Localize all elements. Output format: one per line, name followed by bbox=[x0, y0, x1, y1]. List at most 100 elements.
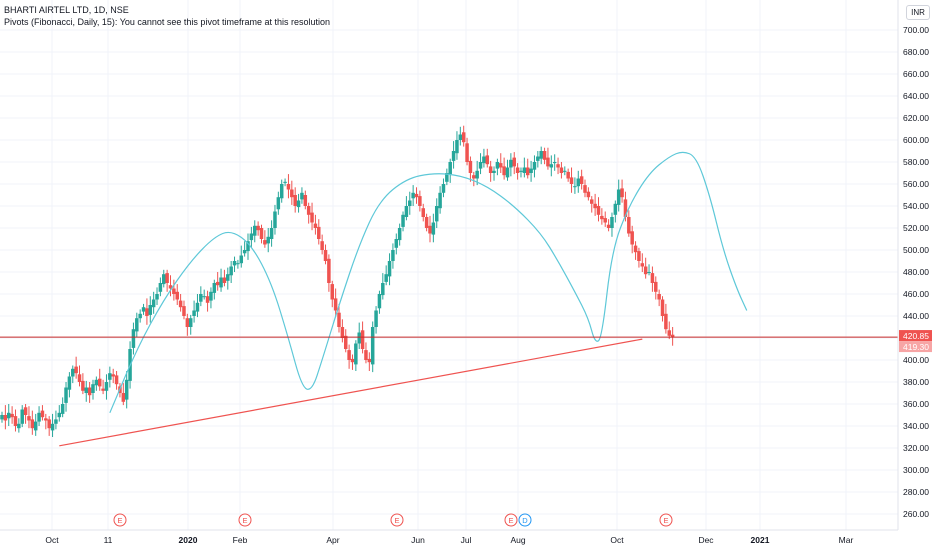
candle-body bbox=[637, 251, 641, 261]
candle bbox=[421, 203, 425, 222]
candle-body bbox=[57, 412, 62, 418]
price-label-text: 419.30 bbox=[903, 342, 929, 352]
candle bbox=[256, 221, 260, 236]
candle-body bbox=[448, 162, 452, 175]
time-tick-label: Feb bbox=[233, 535, 248, 545]
candle-body bbox=[242, 250, 247, 254]
earnings-marker[interactable]: E bbox=[390, 513, 404, 527]
price-tick-label: 680.00 bbox=[903, 47, 929, 57]
candle-body bbox=[81, 380, 85, 391]
candle-body bbox=[603, 218, 607, 223]
candle bbox=[525, 158, 530, 179]
event-circle bbox=[113, 513, 127, 527]
candle-body bbox=[104, 382, 109, 391]
candle bbox=[367, 352, 372, 371]
candle-body bbox=[182, 306, 186, 316]
candle-body bbox=[239, 255, 244, 264]
candle-body bbox=[320, 241, 324, 250]
candle bbox=[613, 200, 618, 223]
candle-body bbox=[536, 156, 540, 161]
candle-body bbox=[249, 233, 254, 241]
candle-body bbox=[418, 196, 422, 206]
event-circle bbox=[659, 513, 673, 527]
earnings-marker[interactable]: E bbox=[238, 513, 252, 527]
candle bbox=[377, 290, 382, 314]
candle bbox=[512, 152, 516, 175]
candle-body bbox=[482, 156, 486, 164]
pivots-indicator-legend[interactable]: Pivots (Fibonacci, Daily, 15): You canno… bbox=[4, 17, 330, 27]
candle bbox=[195, 294, 200, 318]
dividend-marker[interactable]: D bbox=[518, 513, 532, 527]
candle-body bbox=[33, 421, 38, 431]
candle bbox=[3, 405, 8, 430]
symbol-title[interactable]: BHARTI AIRTEL LTD, 1D, NSE bbox=[4, 5, 129, 15]
candle-body bbox=[303, 195, 308, 206]
cup-curve-drawing[interactable] bbox=[109, 151, 748, 414]
candle bbox=[586, 187, 591, 201]
candle bbox=[121, 383, 126, 406]
candle-body bbox=[54, 419, 58, 424]
candle bbox=[242, 241, 247, 257]
candle bbox=[643, 257, 648, 279]
candle-body bbox=[300, 192, 304, 200]
candle bbox=[57, 405, 62, 422]
candle-body bbox=[623, 199, 628, 217]
candle-body bbox=[512, 157, 516, 167]
time-tick-label: 11 bbox=[104, 535, 113, 545]
candle bbox=[13, 409, 18, 432]
event-label: D bbox=[522, 516, 528, 525]
candle bbox=[37, 406, 41, 426]
price-tick-label: 460.00 bbox=[903, 289, 929, 299]
candle bbox=[654, 276, 658, 300]
candle-body bbox=[360, 330, 365, 349]
candle-body bbox=[492, 170, 496, 173]
candle bbox=[559, 162, 564, 179]
candle-body bbox=[616, 189, 621, 205]
candle bbox=[515, 163, 520, 180]
candle-body bbox=[20, 409, 24, 424]
price-tick-label: 600.00 bbox=[903, 135, 929, 145]
candle-body bbox=[525, 167, 530, 176]
candle-body bbox=[404, 206, 409, 217]
earnings-marker[interactable]: E bbox=[659, 513, 673, 527]
candle-body bbox=[124, 379, 129, 400]
candle bbox=[44, 413, 48, 430]
earnings-marker[interactable]: E bbox=[113, 513, 127, 527]
candle bbox=[323, 244, 328, 265]
candle-body bbox=[219, 277, 223, 288]
candle-body bbox=[350, 358, 355, 363]
candle-body bbox=[114, 375, 119, 385]
time-axis[interactable]: Oct 11 2020 Feb Apr Jun Jul Aug Oct Dec 2021 Mar bbox=[45, 535, 853, 545]
candle-body bbox=[414, 193, 419, 198]
candle-body bbox=[13, 416, 18, 426]
candle-body bbox=[121, 393, 126, 402]
candle-body bbox=[317, 226, 321, 239]
candle-body bbox=[539, 151, 543, 159]
candle-body bbox=[3, 415, 8, 421]
candle-body bbox=[468, 160, 473, 173]
price-tick-label: 260.00 bbox=[903, 509, 929, 519]
candle-body bbox=[505, 167, 510, 178]
currency-badge[interactable]: INR bbox=[906, 5, 930, 20]
price-axis[interactable]: 260.00 280.00 300.00 320.00 340.00 360.00 380.… bbox=[0, 0, 929, 531]
candle bbox=[141, 303, 146, 315]
candle bbox=[259, 224, 264, 244]
candle bbox=[17, 418, 21, 433]
earnings-marker[interactable]: E bbox=[504, 513, 518, 527]
candle bbox=[539, 146, 543, 165]
candle bbox=[418, 190, 422, 212]
candle-body bbox=[84, 387, 88, 393]
candle bbox=[627, 210, 631, 237]
candle-body bbox=[50, 423, 55, 431]
candle-body bbox=[485, 155, 490, 165]
candle-body bbox=[364, 350, 368, 360]
trendline[interactable] bbox=[59, 338, 643, 447]
candle bbox=[384, 265, 388, 286]
candle bbox=[667, 321, 672, 340]
vertical-gridlines bbox=[51, 0, 847, 530]
time-tick-label: 2020 bbox=[179, 535, 198, 545]
candle-body bbox=[643, 266, 648, 275]
